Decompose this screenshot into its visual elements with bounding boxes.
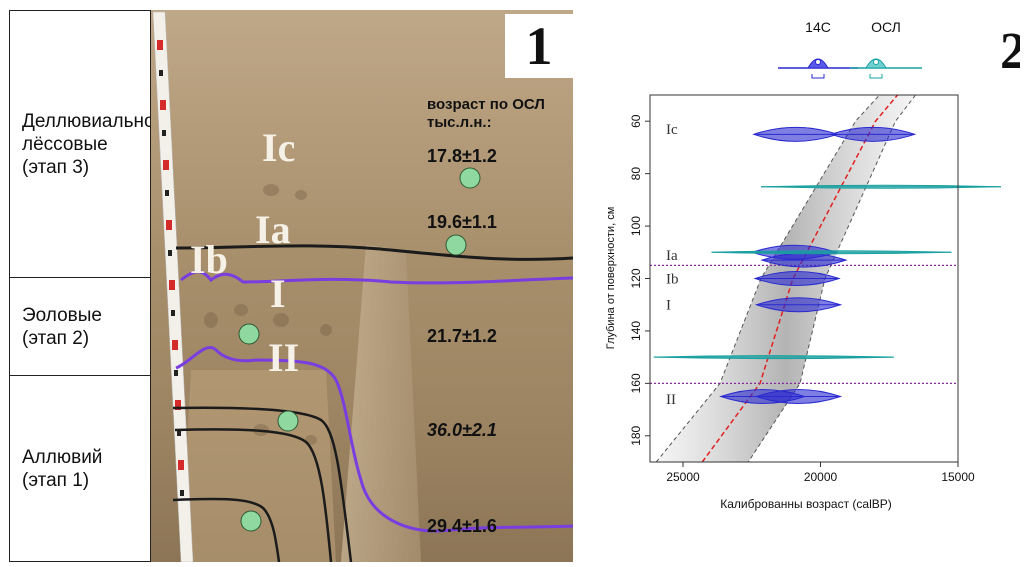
chart-plot-area: 60 80 100 120 140 160 180 25000 20000 15000 Ic Ia Ib…	[629, 94, 1002, 484]
boundary-black-alluvium-2	[174, 428, 333, 562]
strat-unit-aeolian: Эоловые (этап 2)	[9, 277, 151, 376]
chart-legend: 14C ОСЛ	[778, 19, 922, 79]
chart-layer-label: II	[666, 392, 676, 408]
y-tick-label: 80	[629, 167, 643, 181]
y-tick-label: 180	[629, 425, 643, 445]
layer-label-Ic: Ic	[262, 125, 296, 170]
boundary-black-alluvium-3	[172, 497, 281, 562]
osl-sample-marker	[459, 167, 481, 189]
strat-label-alluvium: Аллювий (этап 1)	[22, 446, 103, 491]
pit-floor	[181, 370, 336, 562]
osl-sample-markers	[238, 167, 481, 532]
boundary-black-upper	[175, 244, 573, 261]
osl-sample-marker	[277, 410, 299, 432]
y-tick-label: 160	[629, 373, 643, 393]
x-axis-label: Калиброванны возраст (calBP)	[720, 497, 892, 511]
measuring-rod	[152, 11, 194, 562]
osl-date: 19.6±1.1	[427, 212, 497, 232]
layer-label-Ia: Ia	[255, 207, 291, 252]
osl-date: 36.0±2.1	[427, 420, 497, 440]
y-tick-label: 100	[629, 216, 643, 236]
osl-sample-marker	[240, 510, 262, 532]
age-depth-chart: 14C ОСЛ 2 60 80 100 120 140 160 180 25000 20000 1…	[605, 19, 1020, 511]
osl-date: 17.8±1.2	[427, 146, 497, 166]
y-tick-label: 60	[629, 114, 643, 128]
x-tick-label: 15000	[941, 470, 975, 484]
strat-unit-deluvial: Деллювиально- лёссовые (этап 3)	[9, 10, 161, 278]
osl-header: возраст по ОСЛ тыс.л.н.:	[427, 96, 545, 131]
layer-label-II: II	[268, 335, 300, 380]
age-depth-model-line	[701, 94, 899, 463]
layer-label-I: I	[270, 271, 286, 316]
y-tick-label: 140	[629, 321, 643, 341]
chart-layer-label: Ic	[666, 122, 678, 138]
strat-label-deluvial: Деллювиально- лёссовые (этап 3)	[22, 110, 161, 178]
legend-key-osl	[850, 58, 922, 79]
boundary-purple-lower	[175, 346, 573, 533]
osl-date: 29.4±1.6	[427, 516, 497, 536]
osl-date: 21.7±1.2	[427, 326, 497, 346]
chart-layer-label: Ia	[666, 248, 678, 264]
boundary-purple-upper	[180, 270, 573, 285]
osl-sample-marker	[238, 323, 260, 345]
x-tick-label: 25000	[666, 470, 700, 484]
strat-unit-alluvium: Аллювий (этап 1)	[9, 375, 151, 562]
legend-label-14c: 14C	[805, 19, 831, 35]
y-tick-label: 120	[629, 268, 643, 288]
legend-label-osl: ОСЛ	[871, 19, 901, 35]
y-axis-label: Глубина от поверхности, см	[605, 207, 617, 350]
section-photo	[151, 10, 573, 562]
layer-label-Ib: Ib	[190, 237, 228, 282]
strat-label-aeolian: Эоловые (этап 2)	[22, 304, 102, 349]
legend-key-14c	[778, 58, 858, 79]
x-tick-label: 20000	[804, 470, 838, 484]
osl-sample-marker	[445, 234, 467, 256]
panel-number-2: 2	[1000, 23, 1020, 80]
boundary-black-alluvium-1	[172, 406, 353, 562]
panel-number-1: 1	[505, 14, 573, 78]
chart-layer-label: Ib	[666, 272, 679, 288]
chart-layer-label: I	[666, 298, 671, 314]
plot-frame	[649, 94, 959, 463]
